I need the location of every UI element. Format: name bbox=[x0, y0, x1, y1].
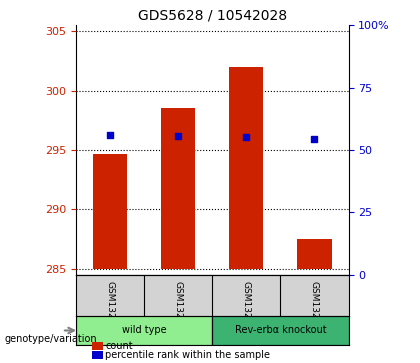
Bar bbox=[76, 316, 212, 345]
Point bbox=[175, 133, 181, 139]
Text: GSM1329812: GSM1329812 bbox=[173, 281, 182, 341]
Text: genotype/variation: genotype/variation bbox=[4, 334, 97, 344]
Text: wild type: wild type bbox=[121, 326, 166, 335]
Bar bbox=[93, 154, 127, 269]
Point bbox=[106, 132, 113, 138]
Bar bbox=[229, 67, 263, 269]
Point bbox=[311, 136, 318, 142]
Point bbox=[243, 134, 249, 140]
Text: count: count bbox=[105, 341, 133, 351]
Bar bbox=[212, 316, 349, 345]
Title: GDS5628 / 10542028: GDS5628 / 10542028 bbox=[137, 9, 287, 23]
Bar bbox=[297, 239, 331, 269]
Text: percentile rank within the sample: percentile rank within the sample bbox=[105, 350, 270, 360]
Text: GSM1329813: GSM1329813 bbox=[242, 281, 251, 342]
Text: GSM1329814: GSM1329814 bbox=[310, 281, 319, 341]
Bar bbox=[161, 109, 195, 269]
Text: GSM1329811: GSM1329811 bbox=[105, 281, 114, 342]
Text: Rev-erbα knockout: Rev-erbα knockout bbox=[234, 326, 326, 335]
